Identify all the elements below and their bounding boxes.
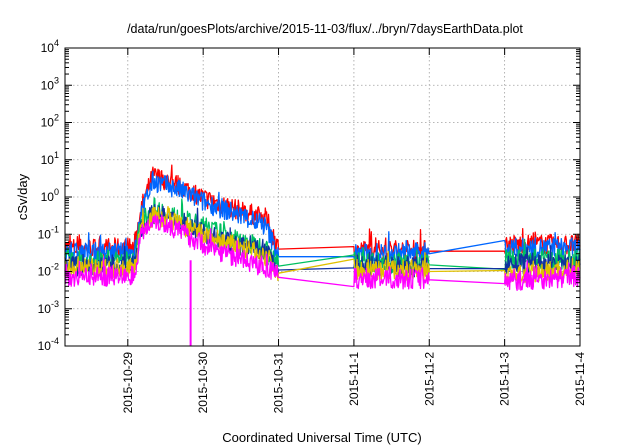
series-layer xyxy=(64,164,581,346)
y-tick-label: 10-2 xyxy=(38,262,59,279)
y-axis-title: cSv/day xyxy=(15,173,30,220)
ticks xyxy=(65,47,581,347)
y-tick-label: 102 xyxy=(41,113,59,130)
x-axis-title: Coordinated Universal Time (UTC) xyxy=(222,430,421,445)
y-tick-label: 104 xyxy=(41,38,59,55)
y-tick-label: 103 xyxy=(41,75,59,92)
x-tick-label: 2015-11-1 xyxy=(347,352,361,406)
x-tick-label: 2015-10-30 xyxy=(196,352,210,414)
y-tick-label: 101 xyxy=(41,150,59,167)
x-tick-label: 2015-10-31 xyxy=(272,352,286,414)
series-line xyxy=(64,205,581,285)
x-tick-label: 2015-10-29 xyxy=(121,352,135,414)
y-tick-label: 10-1 xyxy=(38,224,59,241)
y-tick-label: 10-4 xyxy=(38,336,59,353)
x-tick-label: 2015-11-2 xyxy=(422,352,436,406)
y-tick-label: 100 xyxy=(41,187,59,204)
chart-title: /data/run/goesPlots/archive/2015-11-03/f… xyxy=(127,22,523,36)
y-tick-labels: 10-4 10-3 10-2 10-1 100 101 102 103 104 xyxy=(38,38,59,353)
x-tick-labels: 2015-10-29 2015-10-30 2015-10-31 2015-11-1 2… xyxy=(121,352,587,414)
x-tick-label: 2015-11-4 xyxy=(573,352,587,406)
x-tick-label: 2015-11-3 xyxy=(498,352,512,406)
series-line xyxy=(64,214,581,292)
y-tick-label: 10-3 xyxy=(38,299,59,316)
